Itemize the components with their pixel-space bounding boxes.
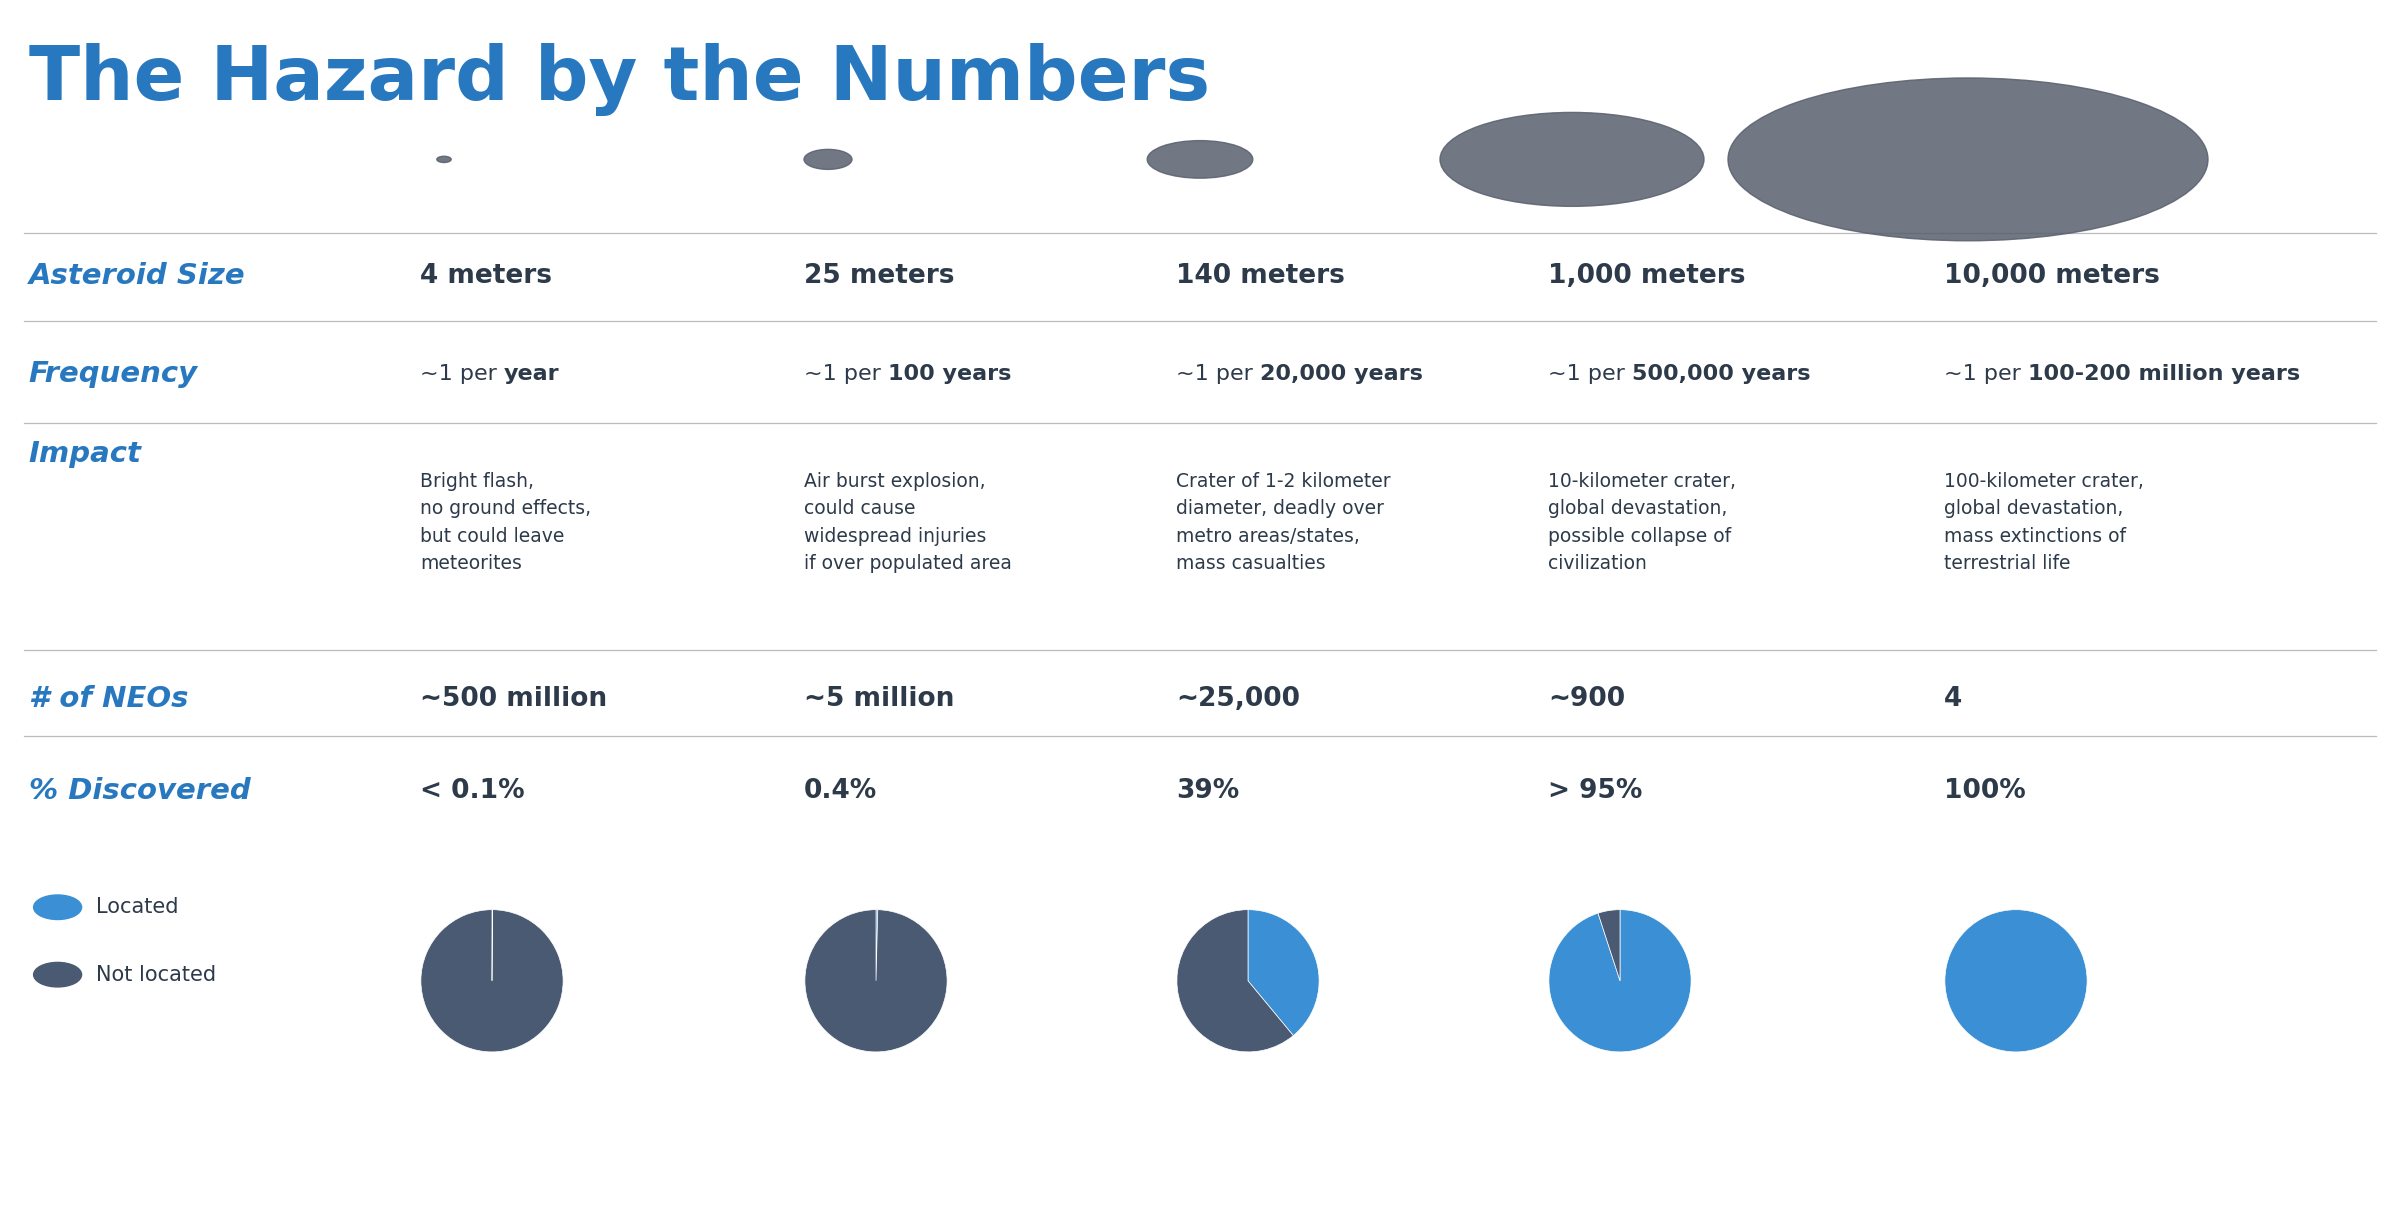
- Ellipse shape: [1440, 113, 1704, 206]
- Text: Located: Located: [96, 897, 178, 917]
- Text: 0.4%: 0.4%: [804, 777, 878, 804]
- Text: year: year: [504, 364, 559, 384]
- Text: % Discovered: % Discovered: [29, 777, 250, 804]
- Circle shape: [34, 895, 82, 920]
- Text: 100-200 million years: 100-200 million years: [2028, 364, 2299, 384]
- Text: 100 years: 100 years: [888, 364, 1010, 384]
- Text: Impact: Impact: [29, 440, 142, 467]
- Ellipse shape: [437, 156, 451, 163]
- Text: < 0.1%: < 0.1%: [420, 777, 526, 804]
- Text: ~5 million: ~5 million: [804, 685, 955, 712]
- Text: Crater of 1-2 kilometer
diameter, deadly over
metro areas/states,
mass casualtie: Crater of 1-2 kilometer diameter, deadly…: [1176, 472, 1390, 573]
- Text: ~1 per: ~1 per: [1548, 364, 1632, 384]
- Ellipse shape: [1728, 78, 2208, 240]
- Text: 4: 4: [1944, 685, 1963, 712]
- Text: > 95%: > 95%: [1548, 777, 1642, 804]
- Text: 39%: 39%: [1176, 777, 1238, 804]
- Text: 10,000 meters: 10,000 meters: [1944, 262, 2160, 289]
- Text: 10-kilometer crater,
global devastation,
possible collapse of
civilization: 10-kilometer crater, global devastation,…: [1548, 472, 1735, 573]
- Text: Not located: Not located: [96, 965, 216, 984]
- Text: ~1 per: ~1 per: [1944, 364, 2028, 384]
- Text: ~1 per: ~1 per: [420, 364, 504, 384]
- Text: Bright flash,
no ground effects,
but could leave
meteorites: Bright flash, no ground effects, but cou…: [420, 472, 590, 573]
- Text: 100-kilometer crater,
global devastation,
mass extinctions of
terrestrial life: 100-kilometer crater, global devastation…: [1944, 472, 2143, 573]
- Ellipse shape: [804, 150, 852, 169]
- Circle shape: [34, 962, 82, 987]
- Text: # of NEOs: # of NEOs: [29, 685, 187, 712]
- Text: 20,000 years: 20,000 years: [1260, 364, 1423, 384]
- Text: The Hazard by the Numbers: The Hazard by the Numbers: [29, 43, 1210, 116]
- Text: ~500 million: ~500 million: [420, 685, 607, 712]
- Text: ~900: ~900: [1548, 685, 1625, 712]
- Text: 100%: 100%: [1944, 777, 2026, 804]
- Text: 140 meters: 140 meters: [1176, 262, 1344, 289]
- Text: 1,000 meters: 1,000 meters: [1548, 262, 1745, 289]
- Text: Air burst explosion,
could cause
widespread injuries
if over populated area: Air burst explosion, could cause widespr…: [804, 472, 1013, 573]
- Text: Frequency: Frequency: [29, 360, 197, 387]
- Text: ~1 per: ~1 per: [804, 364, 888, 384]
- Text: ~25,000: ~25,000: [1176, 685, 1301, 712]
- Text: 500,000 years: 500,000 years: [1632, 364, 1810, 384]
- Text: Asteroid Size: Asteroid Size: [29, 262, 245, 289]
- Ellipse shape: [1147, 141, 1253, 178]
- Text: 4 meters: 4 meters: [420, 262, 552, 289]
- Text: 25 meters: 25 meters: [804, 262, 955, 289]
- Text: ~1 per: ~1 per: [1176, 364, 1260, 384]
